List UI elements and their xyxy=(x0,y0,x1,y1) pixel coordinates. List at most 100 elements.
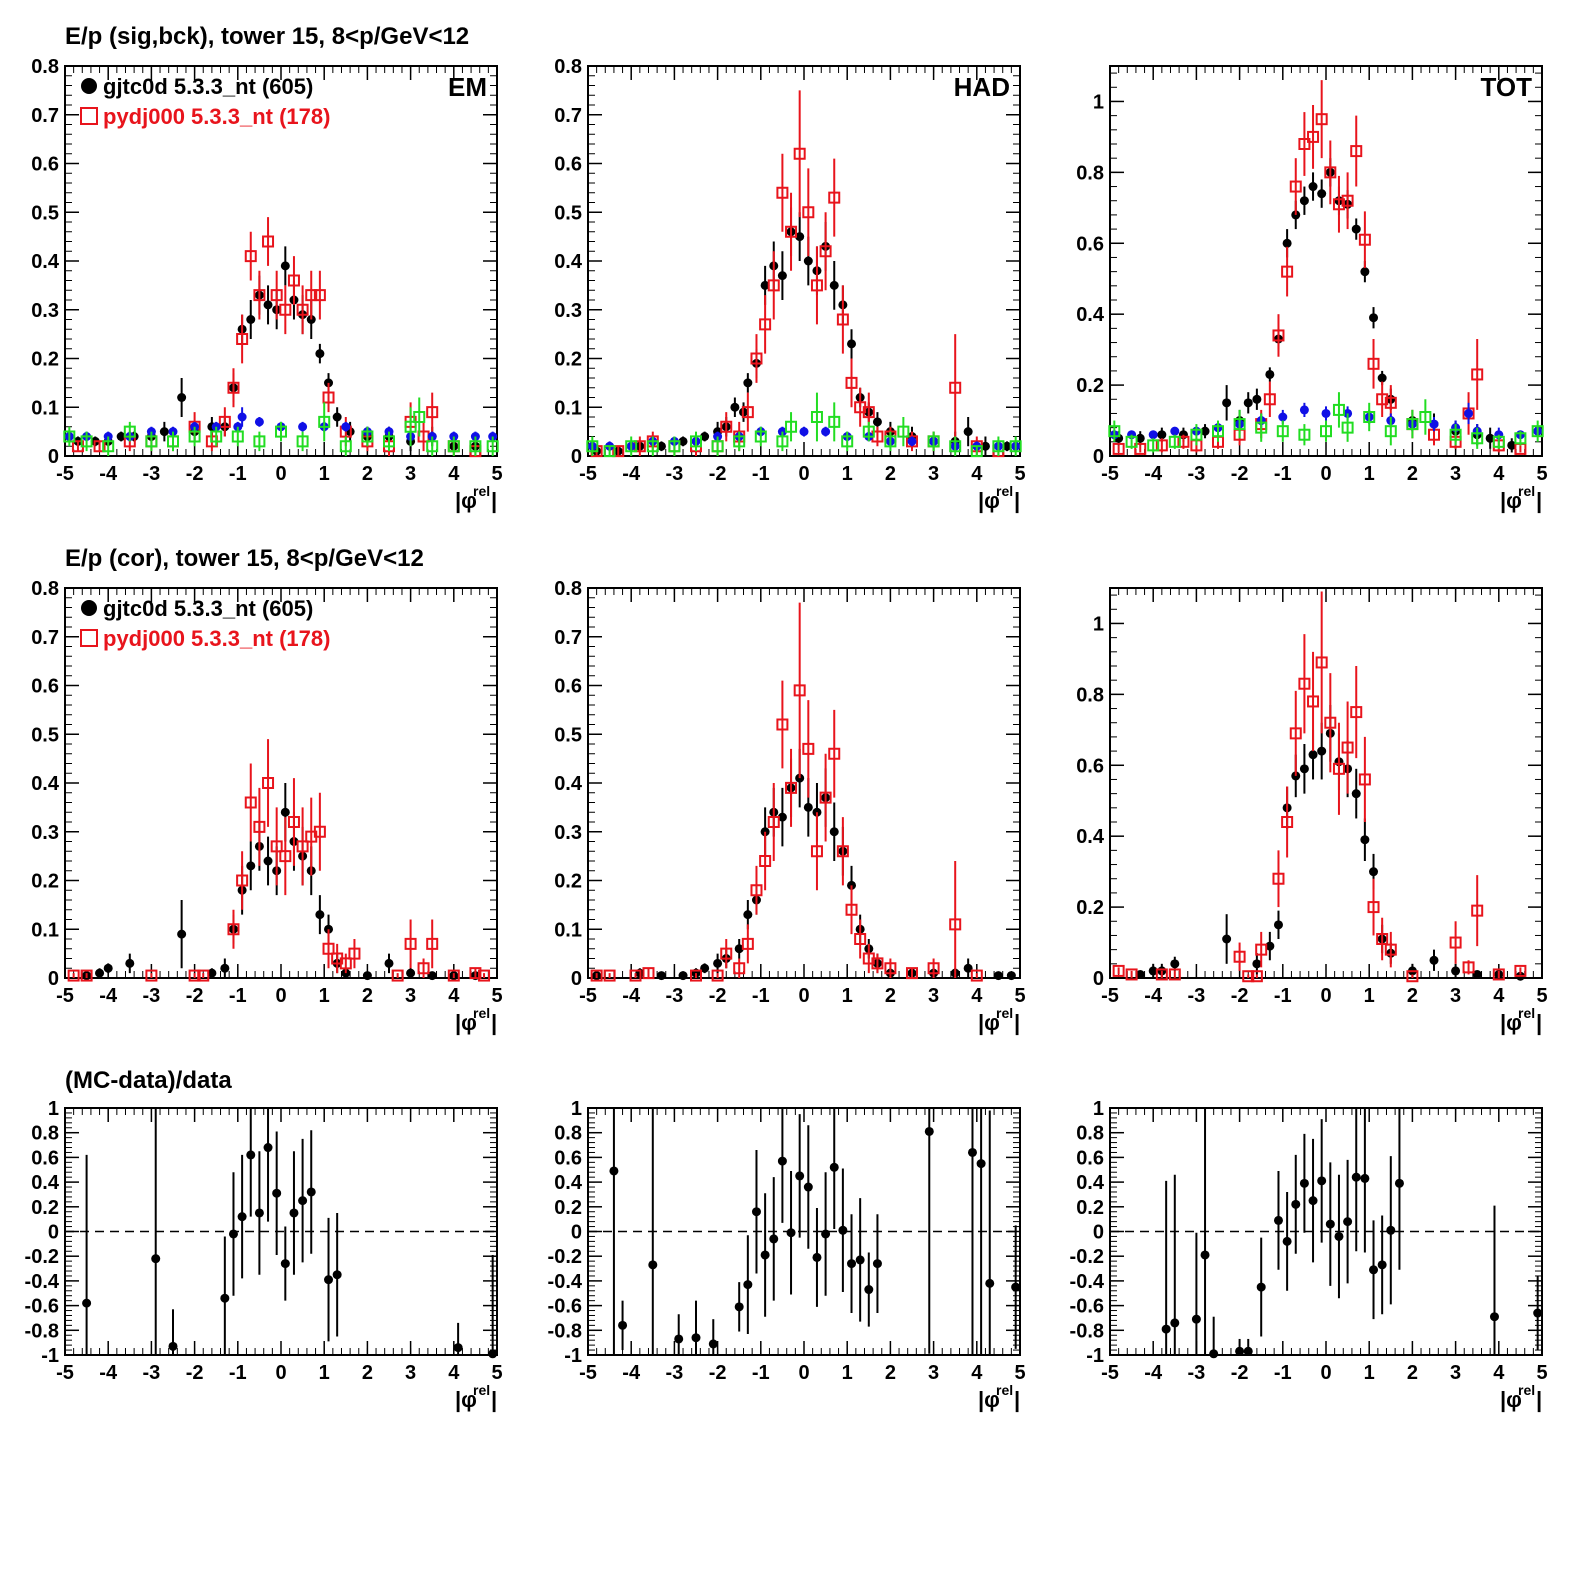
data-point xyxy=(759,855,772,867)
data-point xyxy=(845,376,858,389)
data-point xyxy=(469,967,482,980)
data-point xyxy=(828,415,841,428)
data-point xyxy=(1006,971,1016,981)
data-point xyxy=(207,968,217,978)
data-point xyxy=(750,884,763,897)
data-point xyxy=(1343,1217,1353,1227)
x-axis-label: |φ xyxy=(455,1010,477,1035)
data-point xyxy=(246,1150,256,1160)
data-point xyxy=(803,802,813,812)
data-point xyxy=(383,435,395,448)
x-axis-label-sup: rel xyxy=(1518,483,1535,499)
series-1 xyxy=(82,1108,498,1359)
x-tick-label: 0 xyxy=(798,463,809,485)
y-tick-label: 0.1 xyxy=(554,919,582,941)
data-point xyxy=(1363,411,1376,423)
data-point xyxy=(1177,435,1190,448)
y-tick-label: 0 xyxy=(571,1222,582,1244)
data-point xyxy=(872,417,882,427)
y-tick-label: 0 xyxy=(1093,968,1104,990)
data-point xyxy=(845,903,858,916)
legend-cor-em: gjtc0d 5.3.3_nt (605) pydj000 5.3.3_nt (… xyxy=(80,596,330,651)
data-point xyxy=(751,1207,761,1217)
x-tick-label: -3 xyxy=(666,985,684,1007)
y-tick-label: 0.1 xyxy=(554,397,582,419)
data-point xyxy=(795,1171,805,1181)
y-tick-label: 0.6 xyxy=(1076,755,1104,777)
x-tick-label: 3 xyxy=(928,463,939,485)
data-point xyxy=(1350,706,1363,719)
data-point xyxy=(1298,138,1311,150)
y-tick-label: -0.6 xyxy=(25,1296,59,1318)
x-axis-label-tail: | xyxy=(1536,1010,1542,1035)
data-point xyxy=(1384,425,1397,438)
data-point xyxy=(1429,955,1439,965)
row3-title: (MC-data)/data xyxy=(65,1067,232,1094)
series-4 xyxy=(1108,392,1544,453)
legend-top-em: gjtc0d 5.3.3_nt (605) pydj000 5.3.3_nt (… xyxy=(80,74,330,129)
data-point xyxy=(177,929,187,939)
data-point xyxy=(103,963,113,973)
data-point xyxy=(618,1320,628,1330)
data-point xyxy=(1358,773,1371,786)
data-point xyxy=(1235,1346,1245,1356)
y-tick-label: -1 xyxy=(564,1345,582,1367)
data-point xyxy=(413,411,426,423)
data-point xyxy=(1200,1250,1210,1260)
data-point xyxy=(1170,1318,1180,1328)
x-tick-label: 1 xyxy=(319,1362,330,1384)
data-point xyxy=(897,425,910,438)
data-point xyxy=(1148,430,1158,440)
legend-label-data: gjtc0d 5.3.3_nt (605) xyxy=(103,74,313,99)
data-point xyxy=(1367,901,1380,914)
y-tick-label: -0.2 xyxy=(1070,1246,1104,1268)
data-point xyxy=(776,718,789,731)
data-point xyxy=(847,339,857,349)
y-tick-label: 0.2 xyxy=(554,871,582,893)
data-point xyxy=(1112,442,1125,455)
data-point xyxy=(159,427,169,437)
data-point xyxy=(1009,440,1022,453)
data-point xyxy=(711,969,724,982)
y-tick-label: 0.2 xyxy=(1076,897,1104,919)
data-point xyxy=(864,1285,874,1295)
data-point xyxy=(1308,750,1318,760)
data-point xyxy=(963,427,973,437)
data-point xyxy=(1471,904,1484,917)
data-point xyxy=(263,856,273,866)
data-point xyxy=(836,313,849,326)
x-tick-label: 0 xyxy=(1320,1362,1331,1384)
data-point xyxy=(262,235,275,248)
data-point xyxy=(145,969,158,982)
data-point xyxy=(810,411,823,423)
data-point xyxy=(478,969,491,982)
data-point xyxy=(1351,224,1361,234)
x-tick-label: 2 xyxy=(885,985,896,1007)
data-point xyxy=(734,1302,744,1312)
data-point xyxy=(1265,369,1275,379)
y-tick-label: 0.6 xyxy=(31,1147,59,1169)
x-tick-label: -5 xyxy=(579,1362,597,1384)
data-point xyxy=(603,969,616,982)
y-tick-label: 0.2 xyxy=(31,871,59,893)
data-point xyxy=(1278,412,1288,422)
y-tick-label: 0.4 xyxy=(1076,826,1105,848)
series-4 xyxy=(63,397,499,456)
data-point xyxy=(244,250,257,263)
data-point xyxy=(713,958,723,968)
data-point xyxy=(1243,398,1253,408)
series-2 xyxy=(1112,80,1527,455)
data-point xyxy=(125,958,135,968)
y-tick-label: 0.3 xyxy=(554,300,582,322)
y-tick-label: 0.8 xyxy=(554,56,582,78)
data-point xyxy=(80,435,93,448)
data-point xyxy=(1200,426,1210,436)
x-tick-label: 5 xyxy=(1014,1362,1025,1384)
x-tick-label: 4 xyxy=(971,463,983,485)
data-point xyxy=(279,850,292,863)
data-point xyxy=(1351,1172,1361,1182)
data-point xyxy=(1155,439,1168,452)
data-point xyxy=(1351,789,1361,799)
y-tick-label: 0.4 xyxy=(1076,304,1105,326)
